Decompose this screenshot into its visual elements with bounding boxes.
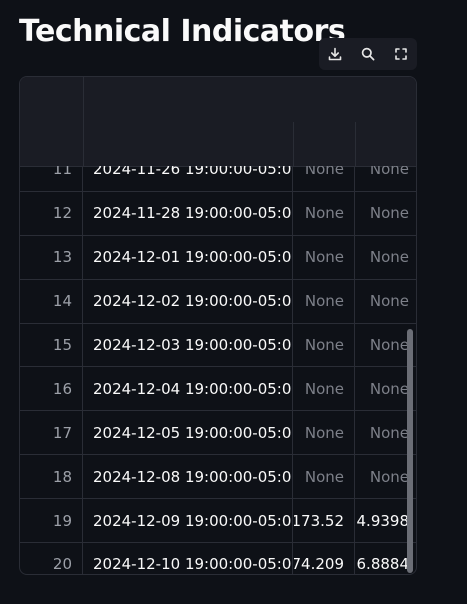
date-cell[interactable]: 2024-12-10 19:00:00-05:00 <box>84 543 293 574</box>
indicator-cell[interactable]: None <box>294 367 355 411</box>
table-row[interactable]: 15 2024-12-03 19:00:00-05:00 None None <box>20 323 416 368</box>
date-cell[interactable]: 2024-12-08 19:00:00-05:00 <box>84 455 293 499</box>
indicator-cell[interactable]: None <box>294 235 355 279</box>
indicator-cell[interactable]: None <box>369 467 409 486</box>
indicator-cell[interactable]: None <box>294 279 355 323</box>
indicator-cell[interactable]: None <box>369 379 409 398</box>
date-cell[interactable]: 2024-12-05 19:00:00-05:00 <box>84 411 293 455</box>
row-index-cell[interactable]: 12 <box>20 191 83 235</box>
table-header-group-row <box>20 77 416 123</box>
indicator-cell[interactable]: None <box>294 455 355 499</box>
header-divider <box>293 122 294 166</box>
indicator-cell[interactable]: None <box>369 204 409 223</box>
table-rows: 11 2024-11-26 19:00:00-05:00 None None 12 202… <box>20 166 416 574</box>
vertical-scrollbar[interactable] <box>407 329 413 573</box>
table-row[interactable]: 16 2024-12-04 19:00:00-05:00 None None <box>20 367 416 412</box>
table-row[interactable]: 13 2024-12-01 19:00:00-05:00 None None <box>20 235 416 280</box>
row-index-cell[interactable]: 15 <box>20 323 83 367</box>
data-table[interactable]: 11 2024-11-26 19:00:00-05:00 None None 12 202… <box>19 76 417 575</box>
row-index-cell[interactable]: 17 <box>20 411 83 455</box>
page-title: Technical Indicators <box>19 14 346 49</box>
date-cell[interactable]: 2024-11-28 19:00:00-05:00 <box>84 191 293 235</box>
download-icon <box>329 47 342 61</box>
row-index-cell[interactable]: 16 <box>20 367 83 411</box>
search-icon <box>361 47 375 61</box>
fullscreen-icon <box>394 48 407 60</box>
row-index-cell[interactable]: 11 <box>20 166 83 191</box>
search-button[interactable] <box>354 40 382 68</box>
indicator-cell[interactable]: None <box>294 323 355 367</box>
row-index-cell[interactable]: 19 <box>20 499 83 543</box>
indicator-cell[interactable]: None <box>369 166 409 179</box>
date-cell[interactable]: 2024-12-03 19:00:00-05:00 <box>84 323 293 367</box>
row-index-cell[interactable]: 14 <box>20 279 83 323</box>
row-index-cell[interactable]: 20 <box>20 543 83 574</box>
table-row[interactable]: 18 2024-12-08 19:00:00-05:00 None None <box>20 455 416 500</box>
indicator-cell[interactable]: None <box>369 423 409 442</box>
download-button[interactable] <box>321 40 349 68</box>
header-divider <box>83 77 84 122</box>
date-cell[interactable]: 2024-12-02 19:00:00-05:00 <box>84 279 293 323</box>
table-row[interactable]: 14 2024-12-02 19:00:00-05:00 None None <box>20 279 416 324</box>
row-index-cell[interactable]: 18 <box>20 455 83 499</box>
table-toolbar <box>319 38 417 70</box>
fullscreen-button[interactable] <box>387 40 415 68</box>
date-cell[interactable]: 2024-12-01 19:00:00-05:00 <box>84 235 293 279</box>
table-body[interactable]: 11 2024-11-26 19:00:00-05:00 None None 12 202… <box>20 166 416 574</box>
indicator-cell[interactable]: 173.52 <box>294 499 355 543</box>
indicator-cell[interactable]: None <box>369 336 409 354</box>
date-cell[interactable]: 2024-11-26 19:00:00-05:00 <box>84 166 293 191</box>
indicator-cell[interactable]: 174.9398 <box>356 511 409 530</box>
table-header-row <box>20 122 416 167</box>
date-cell[interactable]: 2024-12-09 19:00:00-05:00 <box>84 499 293 543</box>
indicator-cell[interactable]: None <box>294 191 355 235</box>
indicator-cell[interactable]: None <box>294 411 355 455</box>
row-index-cell[interactable]: 13 <box>20 235 83 279</box>
table-row[interactable]: 12 2024-11-28 19:00:00-05:00 None None <box>20 191 416 236</box>
date-cell[interactable]: 2024-12-04 19:00:00-05:00 <box>84 367 293 411</box>
indicator-cell[interactable]: None <box>294 166 355 191</box>
indicator-cell[interactable]: 176.8884 <box>356 555 409 574</box>
indicator-cell[interactable]: None <box>369 248 409 267</box>
table-row[interactable]: 11 2024-11-26 19:00:00-05:00 None None <box>20 166 416 192</box>
indicator-cell[interactable]: None <box>369 292 409 311</box>
header-divider <box>83 122 84 166</box>
header-divider <box>355 122 356 166</box>
table-row[interactable]: 17 2024-12-05 19:00:00-05:00 None None <box>20 411 416 456</box>
indicator-cell[interactable]: 174.209 <box>294 543 355 574</box>
